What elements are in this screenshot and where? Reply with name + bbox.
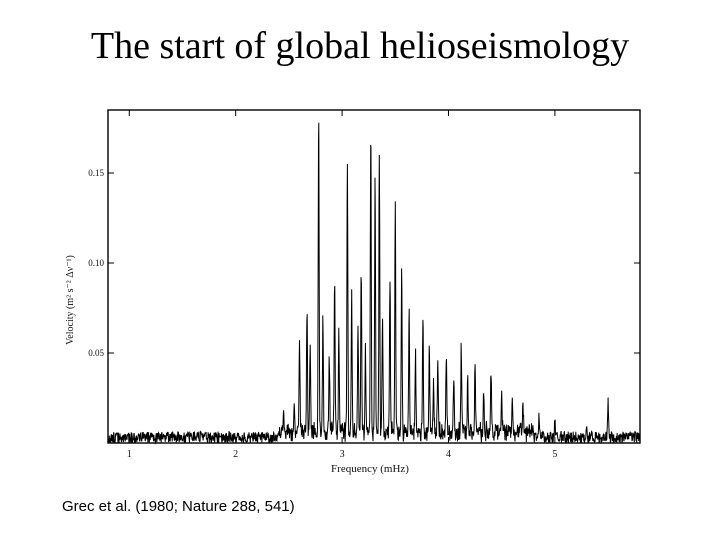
y-axis-label: Velocity (m² s⁻² Δν⁻¹) — [65, 255, 76, 345]
x-axis-label: Frequency (mHz) — [331, 463, 409, 475]
x-tick-label: 3 — [340, 449, 345, 460]
citation: Grec et al. (1980; Nature 288, 541) — [62, 498, 295, 515]
chart-series — [107, 122, 641, 445]
spectrum-chart: 1 2 3 4 5 0.05 0.10 0.15 Frequency (mHz) Veloci… — [65, 109, 641, 475]
chart-axes — [107, 109, 641, 444]
x-tick-label: 4 — [446, 449, 451, 460]
chart-ticks: 1 2 3 4 5 0.05 0.10 0.15 — [88, 110, 640, 460]
slide-title: The start of global helioseismology — [90, 25, 630, 67]
x-tick-label: 1 — [127, 449, 132, 460]
y-tick-label: 0.05 — [88, 348, 104, 358]
x-tick-label: 2 — [233, 449, 238, 460]
y-tick-label: 0.10 — [88, 258, 104, 268]
velocity-spectrum-series — [107, 122, 641, 445]
x-tick-label: 5 — [552, 449, 557, 460]
plot-frame — [107, 109, 641, 444]
y-tick-label: 0.15 — [88, 168, 104, 178]
